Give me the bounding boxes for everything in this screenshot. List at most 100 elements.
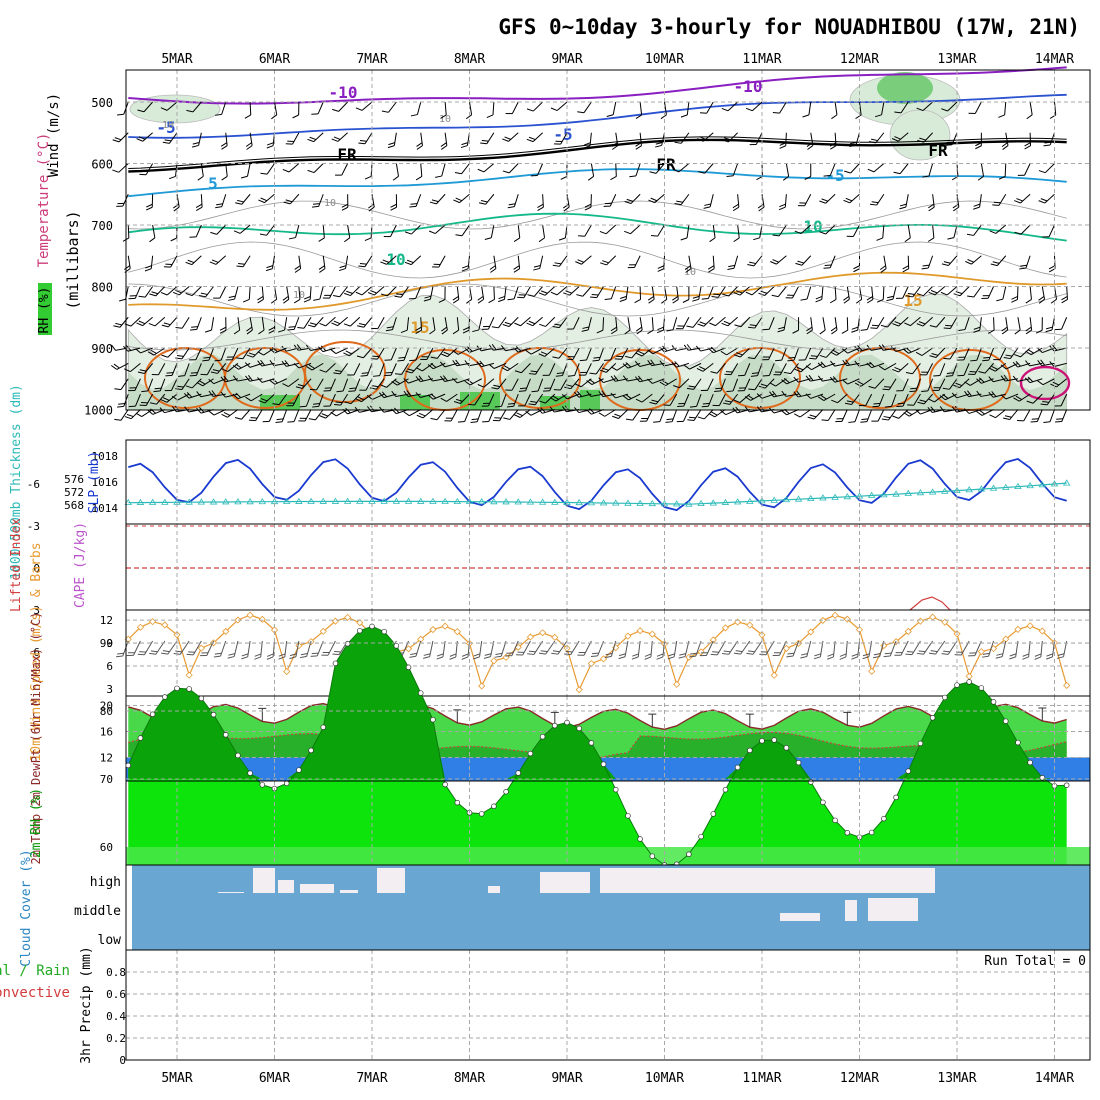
barb-flag [815, 295, 823, 300]
barb-staff [932, 194, 935, 208]
barb-flag [830, 360, 835, 367]
barb-flag [699, 112, 707, 114]
barb-flag [757, 203, 764, 209]
barb-flag [1025, 326, 1032, 332]
barb-staff [248, 286, 251, 300]
barb-staff [127, 347, 141, 352]
barb-staff [537, 163, 544, 176]
barb-flag [907, 292, 915, 296]
barb-flag [117, 652, 124, 655]
barb-flag [871, 324, 879, 327]
barb-flag [904, 237, 911, 243]
rh-point [881, 815, 887, 822]
wind-barb [1061, 286, 1068, 304]
barb-flag [921, 267, 929, 270]
barb-flag [504, 321, 512, 325]
barb-flag [965, 260, 972, 265]
barb-staff [317, 101, 324, 115]
barb-flag [225, 359, 233, 361]
thickness-tick: 576 [64, 473, 84, 486]
wind-barb [902, 255, 910, 273]
barb-flag [506, 652, 514, 654]
wind-barb [153, 378, 166, 393]
wind-speed-marker [441, 622, 449, 630]
barb-staff [963, 363, 970, 376]
barb-flag [275, 421, 283, 423]
barb-flag [338, 268, 346, 272]
wind-barb [928, 286, 946, 296]
barb-flag [556, 372, 564, 374]
barb-flag [162, 397, 170, 401]
barb-staff [322, 224, 325, 238]
barb-staff [548, 363, 556, 376]
barb-staff [659, 409, 665, 422]
wind-barb [627, 255, 641, 269]
barb-flag [701, 405, 709, 408]
barb-flag [850, 141, 857, 145]
barb-flag [537, 408, 543, 414]
barb-flag [603, 359, 611, 361]
date-label-top: 7MAR [356, 52, 387, 67]
thickness-marker [429, 497, 437, 504]
date-label-top: 11MAR [742, 52, 781, 67]
barb-staff [372, 393, 385, 400]
date-label-top: 12MAR [840, 52, 879, 67]
wind-barb [770, 255, 787, 265]
barb-flag [884, 386, 891, 388]
barb-flag [110, 365, 118, 370]
barb-flag [892, 323, 899, 327]
barb-flag [854, 360, 860, 367]
wind-barb [309, 378, 324, 391]
barb-flag [893, 171, 901, 175]
isotherm-20-loop [839, 347, 921, 409]
rh-point [649, 853, 656, 859]
barb-flag [611, 145, 619, 150]
barb-flag [721, 322, 729, 327]
wind-barb [724, 363, 739, 376]
wind-barb [1019, 255, 1031, 270]
wind-barb [440, 132, 448, 150]
barb-flag [750, 375, 758, 377]
barb-flag [627, 266, 635, 269]
barb-flag [310, 655, 318, 657]
barb-flag [810, 355, 818, 357]
barb-staff [587, 317, 592, 330]
wind-barb [596, 317, 605, 334]
barb-flag [200, 292, 208, 295]
barb-flag [526, 138, 534, 143]
thickness-marker [246, 498, 254, 505]
wind-barb [323, 393, 336, 407]
barb-flag [113, 325, 121, 328]
wind-barb [367, 286, 385, 296]
wind-barb [927, 194, 935, 212]
barb-flag [410, 114, 418, 117]
barb-flag [544, 387, 551, 389]
barb-flag [709, 322, 716, 327]
barb-flag [855, 298, 862, 304]
barb-flag [528, 320, 536, 325]
barb-flag [787, 652, 795, 655]
barb-staff [147, 378, 154, 392]
barb-flag [876, 237, 883, 241]
barb-flag [655, 144, 662, 148]
barb-staff [712, 224, 716, 238]
barb-flag [796, 390, 802, 397]
barb-flag [891, 138, 899, 142]
barb-flag [138, 295, 146, 298]
barb-staff [971, 255, 982, 265]
barb-flag [442, 375, 448, 382]
barb-flag [526, 108, 534, 112]
wind-barb [928, 640, 946, 655]
barb-flag [124, 265, 131, 270]
wind-speed-marker [234, 616, 242, 624]
barb-flag [126, 413, 134, 418]
barb-flag [846, 400, 854, 403]
barb-flag [1000, 394, 1007, 400]
wind-barb [400, 317, 410, 334]
wind-barb [513, 255, 521, 273]
barb-staff [797, 393, 811, 398]
rh-point [405, 664, 412, 671]
wind-barb [112, 132, 129, 143]
thickness-marker [928, 488, 937, 495]
barb-staff [610, 286, 617, 299]
